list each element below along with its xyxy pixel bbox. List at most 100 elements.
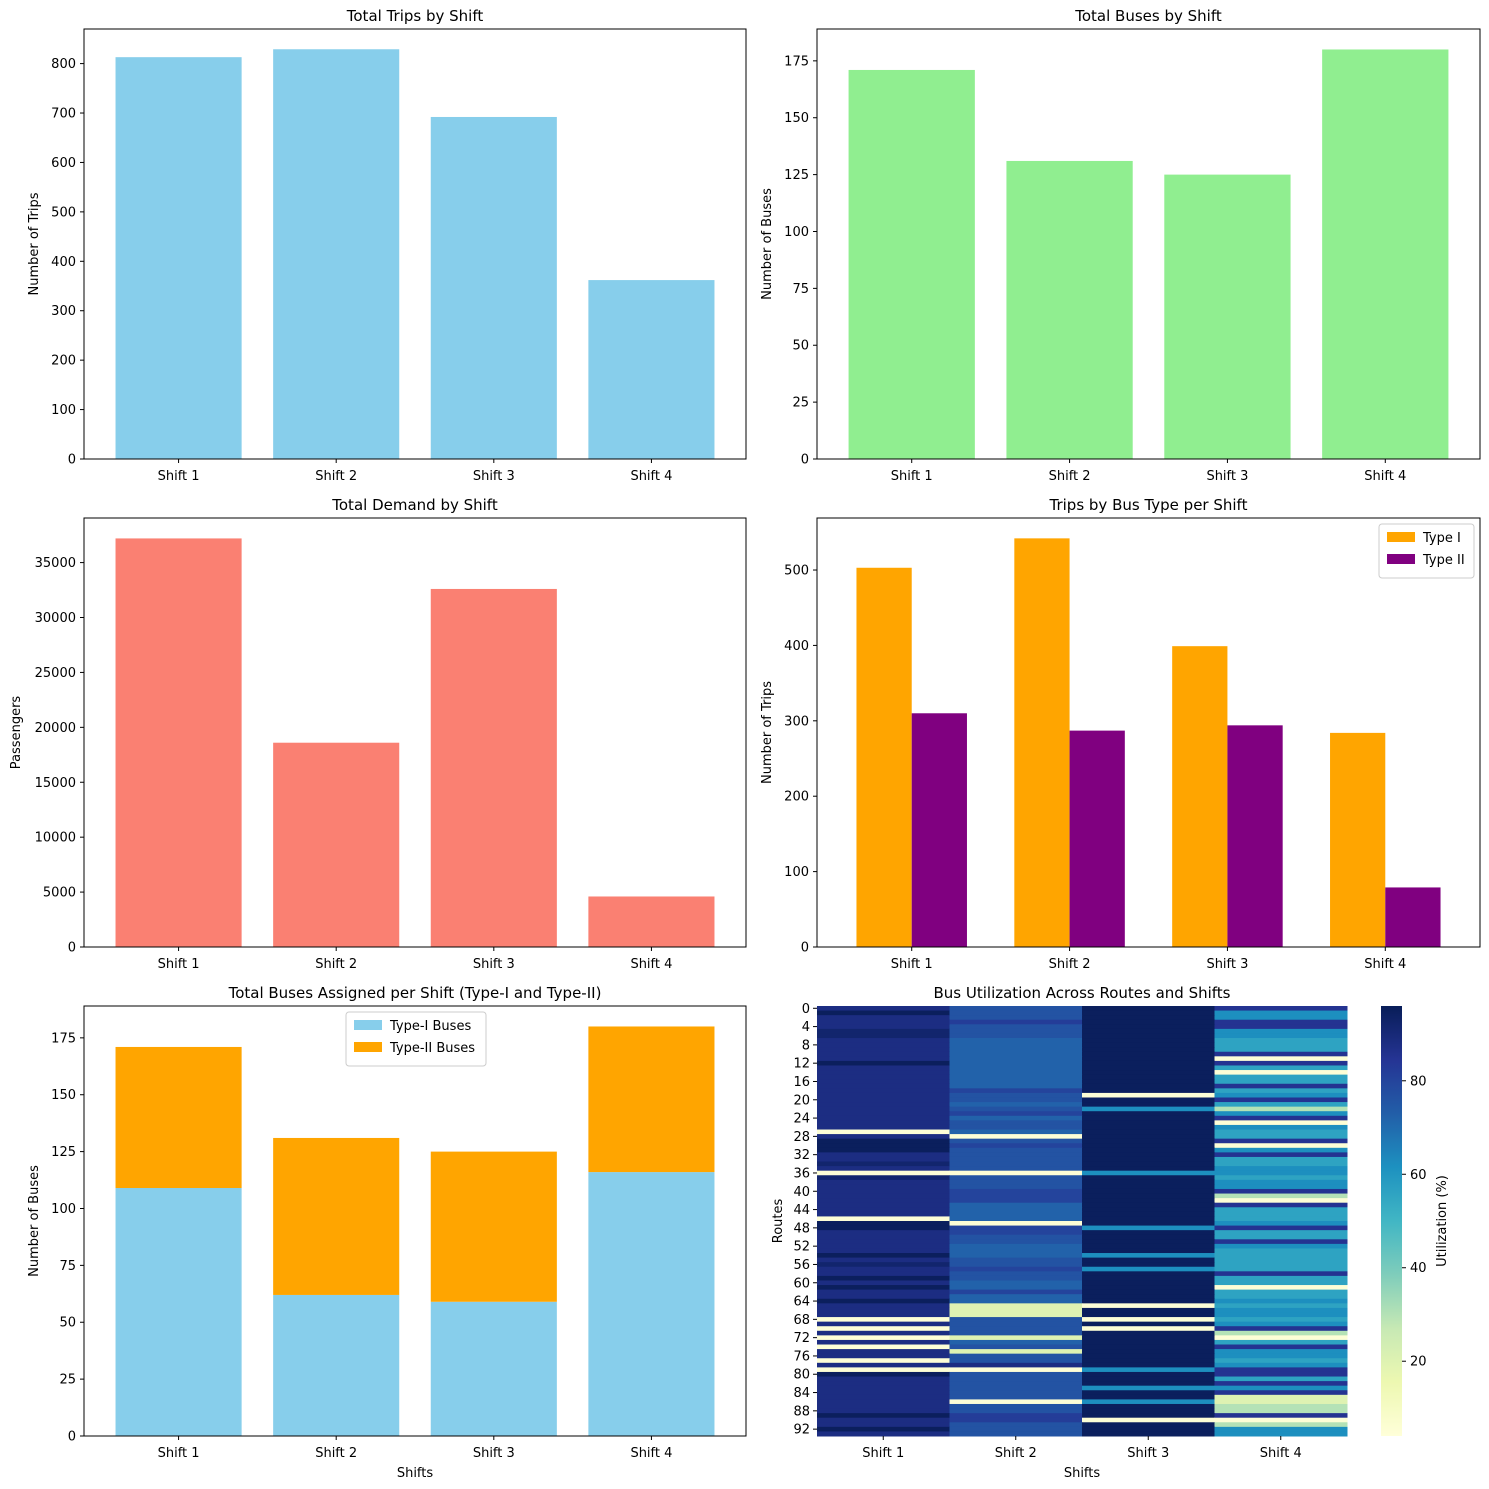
heatmap-cell: [1214, 1184, 1348, 1190]
heatmap-cell: [949, 1413, 1083, 1419]
heatmap-cell: [1214, 1339, 1348, 1346]
y-tick-label: 75: [59, 1259, 76, 1274]
heatmap-cell: [1214, 1298, 1348, 1304]
heatmap-cell: [949, 1138, 1083, 1144]
x-tick-label: Shift 2: [315, 957, 357, 972]
heatmap-cell: [1214, 1170, 1348, 1176]
heatmap-cell: [1082, 1134, 1215, 1140]
heatmap-cell: [1082, 1097, 1215, 1103]
heatmap-cell: [817, 1243, 950, 1249]
y-tick-label: 500: [51, 205, 76, 220]
x-tick-label: Shift 4: [1260, 1446, 1302, 1461]
heatmap-cell: [1082, 1285, 1215, 1291]
heatmap-cell: [1082, 1431, 1215, 1437]
bar-1: [115, 538, 242, 947]
heatmap-cell: [1082, 1074, 1215, 1080]
heatmap-cell: [1082, 1143, 1215, 1149]
heatmap-cell: [1214, 1367, 1348, 1373]
bar-type-i-buses-2: [273, 1294, 400, 1436]
heatmap-cell: [1214, 1422, 1348, 1428]
legend-swatch: [1387, 532, 1415, 542]
heatmap-cell: [1214, 1349, 1348, 1355]
bar-4: [1322, 49, 1449, 459]
heatmap-cell: [949, 1339, 1083, 1346]
heatmap-cell: [1082, 1289, 1215, 1295]
heatmap-cell: [1214, 1303, 1348, 1309]
heatmap-cell: [817, 1161, 950, 1167]
heatmap-cell: [1082, 1381, 1215, 1387]
y-tick-label: 36: [793, 1166, 810, 1181]
heatmap-cell: [1214, 1051, 1348, 1057]
heatmap-cell: [1214, 1399, 1348, 1405]
heatmap-cell: [1214, 1102, 1348, 1108]
heatmap-cell: [817, 1216, 950, 1222]
heatmap-cell: [1214, 1257, 1348, 1263]
heatmap-cell: [817, 1019, 950, 1025]
y-tick-label: 20: [793, 1093, 810, 1108]
heatmap-cell: [949, 1198, 1083, 1204]
heatmap-cell: [1214, 1376, 1348, 1382]
heatmap-cell: [817, 1426, 950, 1432]
chart-title: Trips by Bus Type per Shift: [1049, 496, 1248, 514]
heatmap-cell: [1214, 1294, 1348, 1300]
bar-type-ii-buses-1: [115, 1046, 242, 1189]
bar-4: [588, 280, 715, 459]
heatmap-cell: [817, 1202, 950, 1208]
heatmap-cell: [817, 1385, 950, 1391]
heatmap-cell: [1214, 1426, 1348, 1432]
colorbar-tick-label: 20: [1410, 1355, 1427, 1370]
heatmap-cell: [1214, 1019, 1348, 1025]
y-tick-label: 400: [51, 255, 76, 270]
y-tick-label: 44: [793, 1203, 810, 1218]
heatmap-cell: [1214, 1394, 1348, 1400]
y-tick-label: 16: [793, 1075, 810, 1090]
bar-type-ii-buses-4: [588, 1026, 715, 1173]
chart-panel-3: 0 5000 10000 15000 20000 25000 30000 35000 Shift…: [9, 496, 747, 972]
heatmap-cell: [1082, 1184, 1215, 1190]
heatmap-cell: [817, 1024, 950, 1030]
heatmap-cell: [1082, 1047, 1215, 1053]
heatmap-cell: [1214, 1266, 1348, 1272]
heatmap-cell: [817, 1088, 950, 1094]
bar-type-i-3: [1172, 646, 1228, 947]
heatmap-cell: [1082, 1230, 1215, 1236]
heatmap-cell: [817, 1262, 950, 1268]
heatmap-cell: [1214, 1289, 1348, 1295]
chart-title: Total Buses by Shift: [1074, 7, 1222, 25]
heatmap-cell: [1082, 1362, 1215, 1368]
heatmap-cell: [817, 1070, 950, 1076]
heatmap-cell: [1082, 1079, 1215, 1085]
y-tick-label: 150: [784, 111, 809, 126]
heatmap-cell: [1082, 1152, 1215, 1158]
y-axis-label: Number of Trips: [27, 192, 42, 295]
y-tick-label: 20000: [35, 721, 76, 736]
heatmap-cell: [1082, 1033, 1215, 1039]
heatmap-cell: [949, 1230, 1083, 1236]
heatmap-cell: [1214, 1161, 1348, 1167]
heatmap-cell: [1214, 1060, 1348, 1066]
heatmap-cell: [1214, 1275, 1348, 1281]
heatmap-cell: [1082, 1006, 1215, 1012]
legend-swatch: [1387, 554, 1415, 564]
colorbar-tick-label: 60: [1410, 1168, 1427, 1183]
x-tick-label: Shift 3: [1127, 1446, 1169, 1461]
axes-frame: [83, 1005, 747, 1437]
heatmap-cell: [1082, 1193, 1215, 1199]
heatmap-cell: [1082, 1271, 1215, 1277]
heatmap-cell: [1082, 1307, 1215, 1313]
heatmap-cell: [817, 1188, 950, 1195]
heatmap-cell: [817, 1303, 950, 1309]
heatmap-cell: [817, 1092, 950, 1098]
heatmap-cell: [817, 1248, 950, 1254]
heatmap-cell: [1082, 1179, 1215, 1185]
heatmap-cell: [1214, 1408, 1348, 1414]
heatmap-cell: [949, 1188, 1083, 1195]
heatmap-cell: [949, 1234, 1083, 1240]
heatmap-cell: [949, 1033, 1083, 1039]
x-tick-label: Shift 3: [1206, 469, 1248, 484]
heatmap-cell: [949, 1275, 1083, 1281]
heatmap-cell: [817, 1413, 950, 1419]
heatmap-cell: [817, 1381, 950, 1387]
heatmap-cell: [817, 1317, 950, 1323]
heatmap-cell: [1214, 1065, 1348, 1071]
